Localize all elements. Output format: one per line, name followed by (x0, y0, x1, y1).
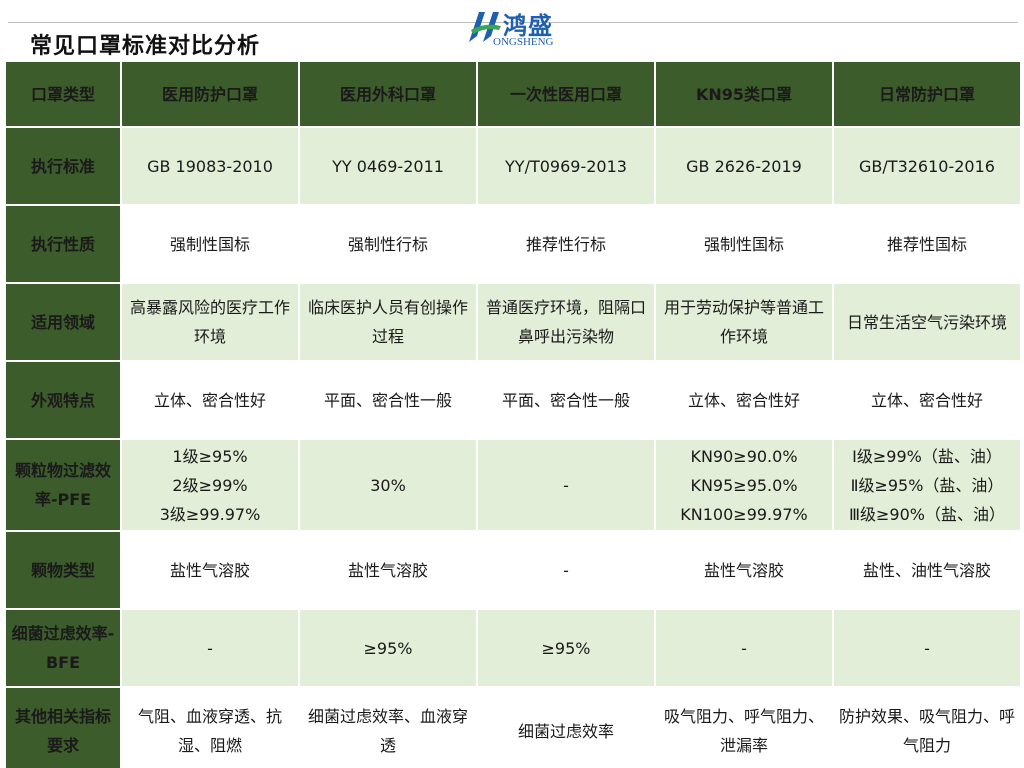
table-row: 外观特点 立体、密合性好 平面、密合性一般 平面、密合性一般 立体、密合性好 立体、密合性… (4, 360, 1022, 440)
table-cell: 30% (298, 438, 478, 532)
table-cell: - (654, 608, 834, 688)
table-cell: 细菌过虑效率、血液穿透 (298, 686, 478, 768)
table-cell: 推荐性国标 (832, 204, 1022, 284)
column-header-medical-protective: 医用防护口罩 (120, 60, 300, 128)
table-cell: 推荐性行标 (476, 204, 656, 284)
table-row: 执行标准 GB 19083-2010 YY 0469-2011 YY/T0969-20… (4, 126, 1022, 206)
table-cell: 高暴露风险的医疗工作环境 (120, 282, 300, 362)
table-cell: 用于劳动保护等普通工作环境 (654, 282, 834, 362)
table-cell: GB 19083-2010 (120, 126, 300, 206)
table-cell: Ⅰ级≥99%（盐、油） Ⅱ级≥95%（盐、油） Ⅲ级≥90%（盐、油） (832, 438, 1022, 532)
table-cell: 临床医护人员有创操作过程 (298, 282, 478, 362)
table-cell: 盐性、油性气溶胶 (832, 530, 1022, 610)
company-logo: 鸿盛 ONGSHENG (463, 6, 575, 50)
table-cell: - (120, 608, 300, 688)
table-cell: 普通医疗环境，阻隔口鼻呼出污染物 (476, 282, 656, 362)
table-cell: 细菌过虑效率 (476, 686, 656, 768)
table-row: 颗粒物过滤效率-PFE 1级≥95% 2级≥99% 3级≥99.97% 30% - KN90… (4, 438, 1022, 532)
table-cell: 强制性行标 (298, 204, 478, 284)
table-cell: 吸气阻力、呼气阻力、泄漏率 (654, 686, 834, 768)
column-header-daily-protective: 日常防护口罩 (832, 60, 1022, 128)
table-cell: 1级≥95% 2级≥99% 3级≥99.97% (120, 438, 300, 532)
logo-chinese-name: 鸿盛 (503, 12, 553, 40)
row-header: 执行性质 (4, 204, 122, 284)
table-cell: 立体、密合性好 (654, 360, 834, 440)
table-row: 颗物类型 盐性气溶胶 盐性气溶胶 - 盐性气溶胶 盐性、油性气溶胶 (4, 530, 1022, 610)
table-row: 细菌过虑效率-BFE - ≥95% ≥95% - - (4, 608, 1022, 688)
table-cell: - (476, 438, 656, 532)
table-cell: YY/T0969-2013 (476, 126, 656, 206)
cell-line: Ⅱ级≥95%（盐、油） (850, 475, 1004, 495)
row-header: 细菌过虑效率-BFE (4, 608, 122, 688)
table-cell: 盐性气溶胶 (120, 530, 300, 610)
table-cell: KN90≥90.0% KN95≥95.0% KN100≥99.97% (654, 438, 834, 532)
table-cell: 强制性国标 (120, 204, 300, 284)
table-cell: 气阻、血液穿透、抗湿、阻燃 (120, 686, 300, 768)
logo-english-name: ONGSHENG (493, 36, 554, 48)
table-row: 适用领域 高暴露风险的医疗工作环境 临床医护人员有创操作过程 普通医疗环境，阻隔口鼻呼… (4, 282, 1022, 362)
cell-line: Ⅰ级≥99%（盐、油） (852, 446, 1002, 466)
table-cell: 强制性国标 (654, 204, 834, 284)
cell-line: KN90≥90.0% (690, 446, 798, 466)
cell-line: 2级≥99% (172, 475, 248, 495)
table-cell: ≥95% (298, 608, 478, 688)
table-row: 执行性质 强制性国标 强制性行标 推荐性行标 强制性国标 推荐性国标 (4, 204, 1022, 284)
cell-line: Ⅲ级≥90%（盐、油） (848, 504, 1005, 524)
column-header-mask-type: 口罩类型 (4, 60, 122, 128)
table-cell: ≥95% (476, 608, 656, 688)
row-header: 外观特点 (4, 360, 122, 440)
row-header: 颗物类型 (4, 530, 122, 610)
table-body: 执行标准 GB 19083-2010 YY 0469-2011 YY/T0969-20… (4, 126, 1022, 768)
cell-line: KN95≥95.0% (690, 475, 798, 495)
cell-line: 3级≥99.97% (159, 504, 261, 524)
cell-line: 1级≥95% (172, 446, 248, 466)
mask-standard-comparison-table: 口罩类型 医用防护口罩 医用外科口罩 一次性医用口罩 KN95类口罩 日常防护口… (4, 60, 1022, 768)
row-header: 执行标准 (4, 126, 122, 206)
table-cell: 盐性气溶胶 (298, 530, 478, 610)
table-cell: - (476, 530, 656, 610)
column-header-kn95: KN95类口罩 (654, 60, 834, 128)
table-row: 其他相关指标要求 气阻、血液穿透、抗湿、阻燃 细菌过虑效率、血液穿透 细菌过虑效率 吸气… (4, 686, 1022, 768)
row-header: 颗粒物过滤效率-PFE (4, 438, 122, 532)
table-cell: GB/T32610-2016 (832, 126, 1022, 206)
cell-line: KN100≥99.97% (680, 504, 808, 524)
page-title: 常见口罩标准对比分析 (30, 34, 261, 59)
title-divider (8, 22, 1018, 23)
table-cell: YY 0469-2011 (298, 126, 478, 206)
column-header-disposable-medical: 一次性医用口罩 (476, 60, 656, 128)
table-cell: 防护效果、吸气阻力、呼气阻力 (832, 686, 1022, 768)
table-header-row: 口罩类型 医用防护口罩 医用外科口罩 一次性医用口罩 KN95类口罩 日常防护口… (4, 60, 1022, 128)
row-header: 适用领域 (4, 282, 122, 362)
table-cell: 立体、密合性好 (120, 360, 300, 440)
table-cell: - (832, 608, 1022, 688)
row-header: 其他相关指标要求 (4, 686, 122, 768)
table-cell: 日常生活空气污染环境 (832, 282, 1022, 362)
column-header-surgical: 医用外科口罩 (298, 60, 478, 128)
table-cell: 盐性气溶胶 (654, 530, 834, 610)
table-cell: 立体、密合性好 (832, 360, 1022, 440)
hongsheng-logo-icon (469, 12, 501, 42)
table-cell: GB 2626-2019 (654, 126, 834, 206)
table-cell: 平面、密合性一般 (298, 360, 478, 440)
table-cell: 平面、密合性一般 (476, 360, 656, 440)
